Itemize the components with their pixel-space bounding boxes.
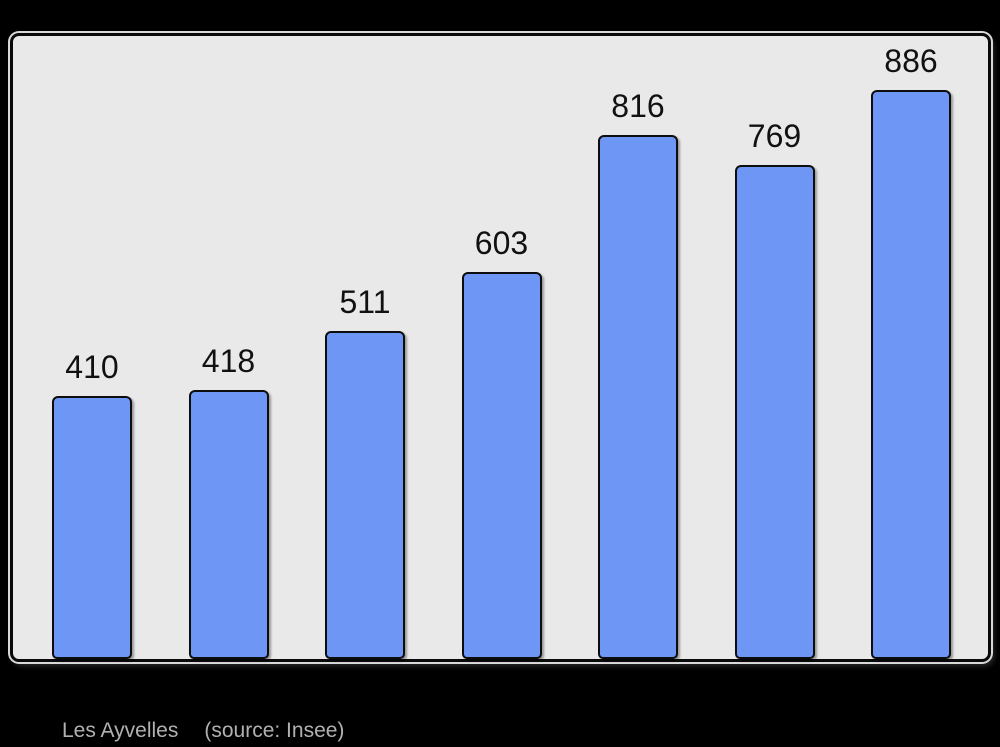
- bar-value-label: 418: [201, 343, 256, 379]
- bar-value-label: 603: [474, 225, 529, 261]
- bar: [871, 90, 951, 659]
- bar-group: 603: [461, 36, 542, 659]
- bar-group: 769: [734, 36, 815, 659]
- bar: [734, 165, 815, 659]
- bar-value-label: 769: [747, 118, 802, 154]
- bar-value-label: 816: [611, 88, 665, 124]
- bar-value-label: 511: [339, 284, 391, 320]
- chart-caption: Les Ayvelles (source: Insee): [62, 719, 344, 742]
- bar: [188, 390, 269, 659]
- bars-container: 410 418 511 603 816 769 886: [13, 36, 988, 659]
- caption-source: (source: Insee): [204, 719, 345, 742]
- bar-group: 511: [325, 36, 405, 659]
- bar-group: 886: [871, 36, 951, 659]
- bar-value-label: 886: [884, 43, 938, 79]
- plot-area: 410 418 511 603 816 769 886: [10, 33, 991, 662]
- bar: [52, 396, 132, 659]
- bar-group: 418: [188, 36, 269, 659]
- bar: [461, 272, 542, 659]
- bar-group: 410: [52, 36, 132, 659]
- bar: [325, 331, 405, 659]
- caption-commune-name: Les Ayvelles: [62, 719, 179, 742]
- bar-group: 816: [598, 36, 678, 659]
- bar: [598, 135, 678, 659]
- bar-value-label: 410: [65, 349, 119, 385]
